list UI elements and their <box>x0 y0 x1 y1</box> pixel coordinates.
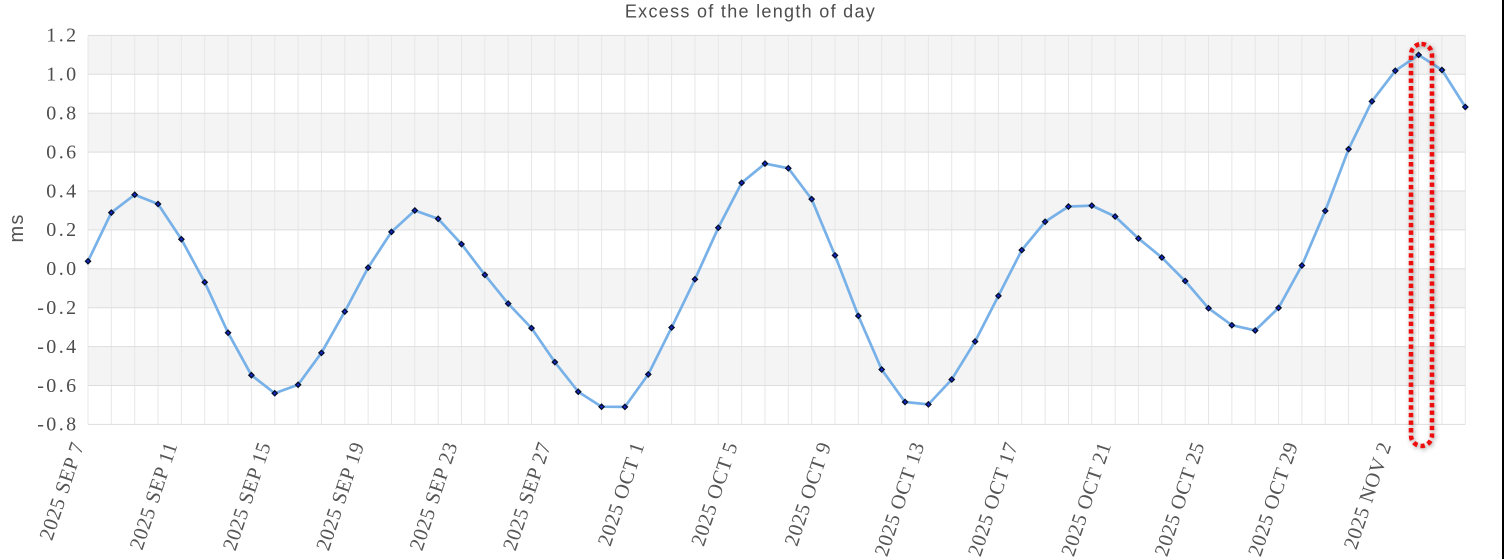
svg-text:0.2: 0.2 <box>46 219 78 241</box>
svg-text:Excess of the length of day: Excess of the length of day <box>625 1 876 21</box>
svg-text:-0.6: -0.6 <box>37 375 78 397</box>
svg-text:-0.4: -0.4 <box>37 336 78 358</box>
svg-text:0.0: 0.0 <box>46 258 78 280</box>
svg-text:-0.8: -0.8 <box>37 414 78 436</box>
svg-text:1.0: 1.0 <box>46 64 78 86</box>
svg-text:1.2: 1.2 <box>46 25 78 47</box>
svg-text:0.6: 0.6 <box>46 141 78 163</box>
svg-text:ms: ms <box>6 213 28 242</box>
svg-text:-0.2: -0.2 <box>37 297 78 319</box>
svg-text:0.4: 0.4 <box>46 180 78 202</box>
svg-text:0.8: 0.8 <box>46 103 78 125</box>
